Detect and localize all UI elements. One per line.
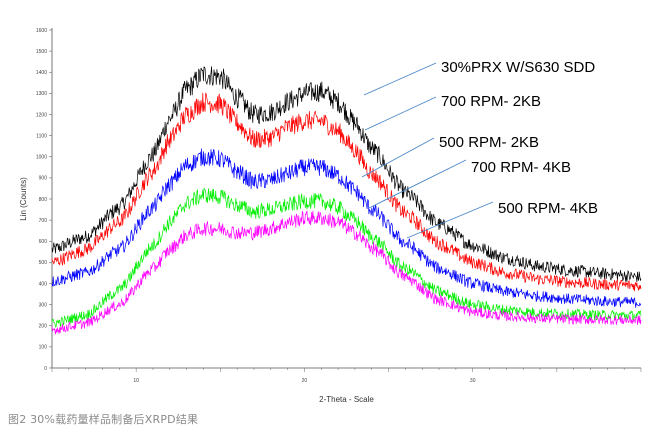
series-label: 500 RPM- 4KB	[498, 200, 598, 217]
figure-caption: 图2 30%载药量样品制备后XRPD结果	[8, 413, 199, 426]
x-axis-label: 2-Theta - Scale	[319, 395, 374, 404]
y-tick-label: 1200	[36, 112, 47, 118]
callout-leader-line	[406, 201, 494, 239]
y-tick-label: 700	[39, 218, 48, 224]
y-tick-label: 300	[39, 302, 48, 308]
x-tick-label: 10	[133, 378, 139, 384]
series-line-4	[51, 210, 642, 335]
series-label: 30%PRX W/S630 SDD	[441, 59, 595, 76]
series-line-3	[51, 187, 642, 328]
x-tick-label: 30	[470, 378, 476, 384]
y-tick-label: 500	[39, 260, 48, 266]
series-lines	[51, 66, 642, 335]
series-label: 700 RPM- 4KB	[471, 159, 571, 176]
y-tick-label: 1500	[36, 49, 47, 55]
series-line-1	[51, 92, 642, 292]
callout-leader-line	[363, 62, 437, 96]
x-tick-label: 20	[302, 378, 308, 384]
y-tick-label: 1000	[36, 155, 47, 161]
series-label: 500 RPM- 2KB	[439, 134, 539, 151]
y-tick-label: 1300	[36, 91, 47, 97]
axes: 0 100 200 300 400 500 600 700 800 900 1000 1100 1200…	[19, 28, 642, 404]
callout-leader-line	[364, 96, 437, 131]
y-tick-label: 1100	[36, 133, 47, 139]
y-tick-label: 800	[39, 197, 48, 203]
series-line-0	[51, 66, 642, 283]
series-line-2	[51, 148, 642, 308]
y-axis-label: Lin (Counts)	[19, 177, 28, 221]
series-label: 700 RPM- 2KB	[441, 93, 541, 110]
callout-labels: 30%PRX W/S630 SDD 700 RPM- 2KB 500 RPM- 2K…	[361, 59, 598, 239]
y-tick-label: 0	[44, 366, 47, 372]
y-tick-label: 100	[39, 345, 48, 351]
y-tick-label: 200	[39, 324, 48, 330]
y-tick-label: 400	[39, 281, 48, 287]
y-tick-label: 1400	[36, 70, 47, 76]
y-tick-label: 1600	[36, 28, 47, 34]
callout-leader-line	[361, 137, 435, 178]
y-tick-label: 600	[39, 239, 48, 245]
y-tick-label: 900	[39, 176, 48, 182]
callout-leader-line	[368, 159, 467, 209]
